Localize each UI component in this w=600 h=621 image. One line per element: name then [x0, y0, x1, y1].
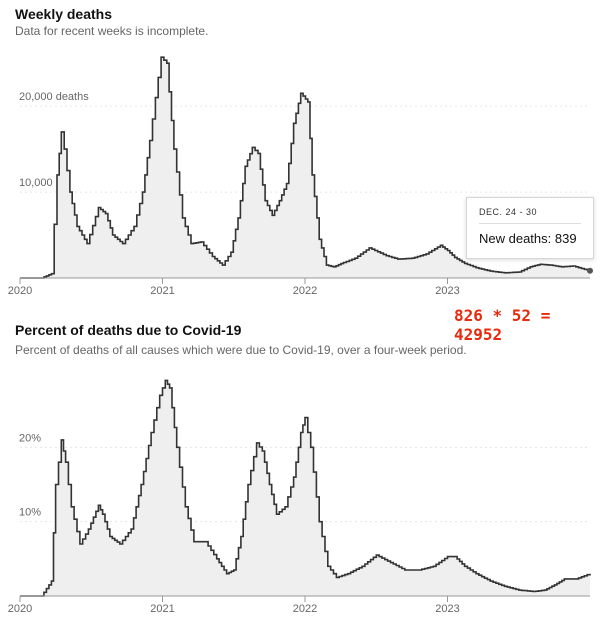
x-tick-label: 2022: [293, 285, 317, 297]
handwritten-annotation: 826 * 52 = 42952: [454, 306, 551, 344]
chart-title: Weekly deaths: [15, 6, 113, 22]
x-tick-label: 2023: [435, 285, 459, 297]
y-tick-label: 20,000 deaths: [19, 91, 89, 103]
y-tick-label: 10%: [19, 507, 41, 519]
series-line: [20, 379, 591, 597]
tooltip-divider: [479, 223, 581, 224]
series-line: [20, 56, 591, 279]
chart-subtitle: Data for recent weeks is incomplete.: [15, 24, 209, 38]
series-area: [20, 57, 590, 279]
x-tick-label: 2020: [8, 603, 32, 615]
weekly-deaths-chart: 10,000 20,000 deaths 2020 2021 2022 2023: [8, 56, 593, 297]
tooltip-value: New deaths: 839: [479, 231, 577, 246]
weekly-deaths-panel: Weekly deaths Data for recent weeks is i…: [0, 0, 600, 300]
x-tick-label: 2023: [435, 603, 459, 615]
percent-deaths-chart: 10% 20% 2020 2021 2022 2023: [8, 379, 591, 615]
x-tick-label: 2021: [150, 285, 174, 297]
series-area: [20, 380, 590, 596]
y-tick-label: 10,000: [19, 177, 53, 189]
chart-subtitle: Percent of deaths of all causes which we…: [15, 343, 467, 357]
x-tick-label: 2020: [8, 285, 32, 297]
hover-tooltip: DEC. 24 - 30 New deaths: 839: [466, 197, 594, 259]
y-tick-label: 20%: [19, 432, 41, 444]
hover-point: [587, 267, 593, 274]
x-tick-label: 2022: [293, 603, 317, 615]
tooltip-date: DEC. 24 - 30: [479, 207, 538, 217]
x-tick-label: 2021: [150, 603, 174, 615]
chart-title: Percent of deaths due to Covid-19: [15, 322, 242, 338]
percent-deaths-panel: Percent of deaths due to Covid-19 Percen…: [0, 318, 600, 621]
